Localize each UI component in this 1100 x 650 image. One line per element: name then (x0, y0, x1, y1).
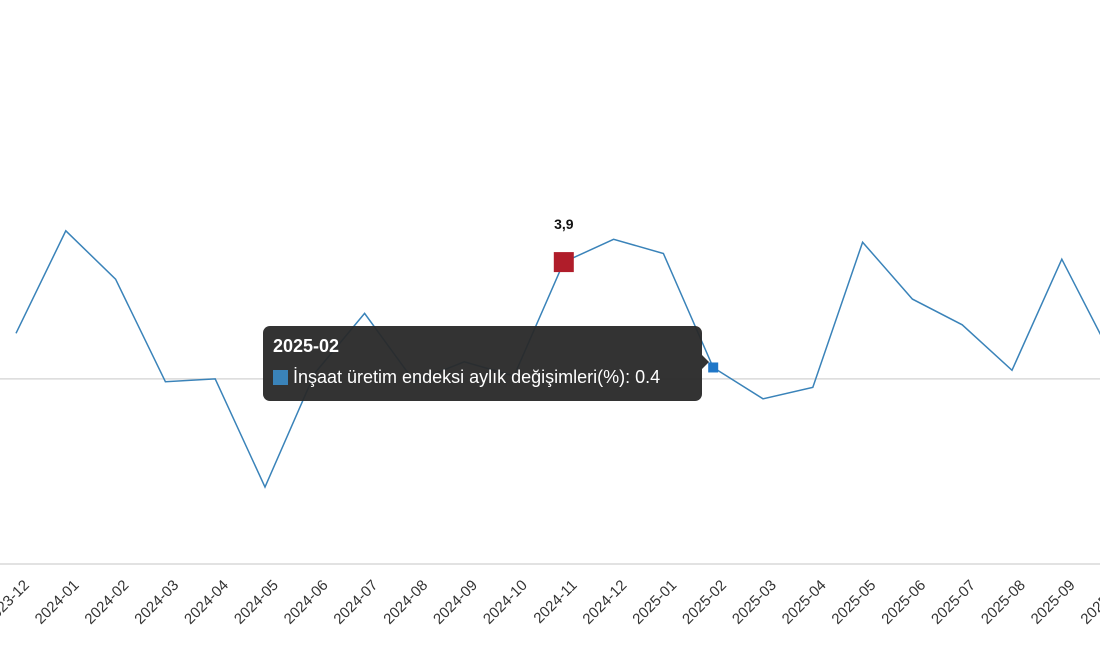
data-point-2025-09[interactable] (1060, 257, 1064, 261)
x-tick-label: 2025-08 (978, 577, 1029, 628)
x-tick-label: 2024-08 (380, 577, 431, 628)
x-tick-label: 2024-09 (430, 577, 481, 628)
x-tick-label: 2025-07 (928, 577, 979, 628)
hovered-point-marker[interactable] (708, 362, 719, 373)
data-point-2024-12[interactable] (612, 237, 616, 241)
x-tick-label: 2024-12 (579, 577, 630, 628)
data-point-2025-05[interactable] (861, 240, 865, 244)
data-point-2024-04[interactable] (213, 377, 217, 381)
x-tick-label: 2024-10 (480, 577, 531, 628)
data-point-2024-02[interactable] (114, 277, 118, 281)
x-tick-label: 2024-01 (32, 577, 83, 628)
x-tick-label: 2025-02 (679, 577, 730, 628)
data-point-2025-08[interactable] (1010, 368, 1014, 372)
x-tick-label: 2025-06 (878, 577, 929, 628)
x-tick-label: 2024-04 (181, 577, 232, 628)
chart-marks: 3,9 (14, 216, 1064, 489)
tooltip-swatch-icon (273, 369, 288, 385)
x-tick-label: 2024-03 (131, 577, 182, 628)
x-tick-label: 2023-12 (0, 577, 33, 628)
data-point-2025-06[interactable] (910, 297, 914, 301)
data-point-2025-07[interactable] (960, 323, 964, 327)
x-tick-label: 2025-03 (729, 577, 780, 628)
x-tick-label: 2024-02 (81, 577, 132, 628)
x-tick-label: 2024-07 (330, 577, 381, 628)
highlight-marker[interactable] (553, 252, 574, 273)
x-tick-label: 2024-06 (281, 577, 332, 628)
data-point-2023-12[interactable] (14, 331, 18, 335)
data-point-2024-07[interactable] (363, 311, 367, 315)
x-tick-label: 2025-04 (779, 577, 830, 628)
data-point-2024-05[interactable] (263, 485, 267, 489)
data-point-2025-03[interactable] (761, 397, 765, 401)
x-tick-label: 2025-01 (629, 577, 680, 628)
data-point-2025-04[interactable] (811, 385, 815, 389)
tooltip-title: 2025-02 (273, 336, 340, 356)
x-axis-ticks: 2023-122024-012024-022024-032024-042024-… (0, 577, 1100, 628)
x-tick-label: 2025-10 (1077, 577, 1100, 628)
x-tick-label: 2024-11 (530, 577, 580, 627)
tooltip-value: 0.4 (635, 367, 661, 387)
x-tick-label: 2025-09 (1028, 577, 1079, 628)
x-tick-label: 2024-05 (231, 577, 282, 628)
data-point-2024-03[interactable] (163, 380, 167, 384)
data-point-2025-01[interactable] (661, 252, 665, 256)
tooltip: 2025-02 İnşaat üretim endeksi aylık deği… (263, 326, 709, 401)
tooltip-row: İnşaat üretim endeksi aylık değişimleri(… (273, 366, 692, 388)
tooltip-separator: : (625, 367, 636, 387)
highlight-data-label: 3,9 (554, 216, 574, 232)
tooltip-arrow (702, 355, 709, 369)
x-tick-label: 2025-05 (828, 577, 879, 628)
tooltip-series-label: İnşaat üretim endeksi aylık değişimleri(… (293, 367, 626, 387)
data-point-2024-01[interactable] (64, 229, 68, 233)
